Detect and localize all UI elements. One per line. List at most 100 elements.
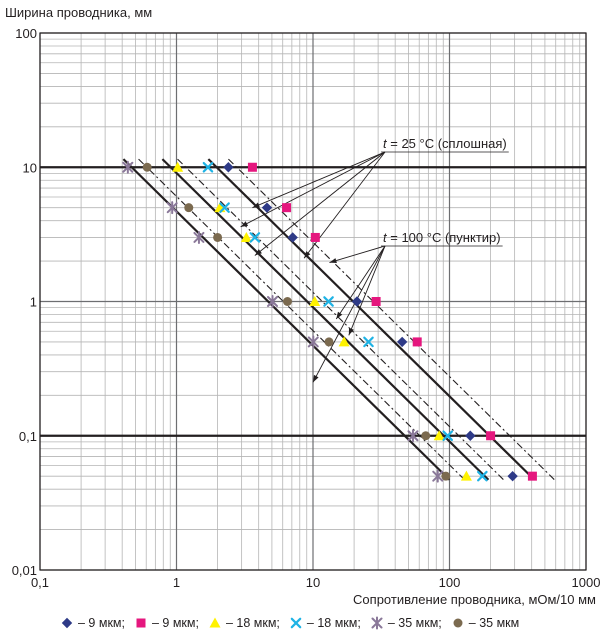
data-point-circle (142, 162, 152, 172)
annotations: t = 25 °C (сплошная)t = 100 °C (пунктир) (240, 136, 509, 383)
data-point-asterisk (166, 201, 178, 215)
data-point-diamond (465, 430, 476, 441)
data-point-triangle (240, 231, 252, 242)
data-point-x (323, 296, 334, 307)
fit-line-dashed (228, 158, 555, 481)
legend-label: – 35 мкм (468, 616, 520, 630)
legend-symbol-diamond-icon (60, 616, 74, 630)
data-point-triangle (338, 336, 350, 347)
annotation-leader (312, 245, 386, 383)
fit-line-solid (122, 158, 451, 481)
data-point-x (249, 232, 261, 243)
x-tick-label: 100 (439, 575, 461, 590)
annotation-arrowhead (329, 258, 337, 264)
annotation-25c: t = 25 °C (сплошная) (383, 136, 507, 151)
data-point-asterisk (266, 295, 278, 308)
data-point-circle (324, 337, 334, 347)
annotation-leader (240, 151, 386, 228)
data-point-square (527, 471, 537, 481)
annotation-leader (329, 245, 386, 263)
data-point-diamond (507, 470, 518, 482)
data-point-x (219, 202, 230, 213)
data-point-x (202, 161, 214, 173)
x-axis-title: Сопротивление проводника, мОм/10 мм (353, 592, 596, 607)
data-point-x (363, 336, 374, 348)
data-point-triangle (460, 470, 472, 481)
legend-marker (290, 617, 302, 629)
legend-symbol-asterisk-icon (370, 616, 384, 630)
legend-item: – 35 мкм; (370, 616, 442, 630)
x-tick-label: 0,1 (31, 575, 49, 590)
legend-label: – 35 мкм; (387, 616, 442, 630)
data-point-asterisk (193, 230, 205, 244)
data-point-asterisk (407, 429, 419, 443)
legend-label: – 18 мкм; (225, 616, 280, 630)
annotation-arrowhead (336, 311, 343, 320)
data-point-square (371, 297, 381, 306)
data-point-triangle (172, 161, 184, 172)
data-point-circle (421, 431, 431, 441)
annotation-leader (254, 151, 386, 256)
data-point-triangle (433, 430, 445, 441)
legend-marker (453, 618, 463, 628)
data-markers (122, 160, 537, 483)
legend-symbol-triangle-icon (208, 616, 222, 630)
legend-symbol-circle-icon (451, 616, 465, 630)
legend-symbol-square-icon (134, 616, 148, 630)
legend: – 9 мкм; – 9 мкм; – 18 мкм; – 18 мкм; – 35 м… (60, 612, 612, 634)
annotation-arrowhead (252, 202, 260, 208)
data-point-circle (184, 203, 194, 213)
legend-label: – 9 мкм; (78, 616, 125, 630)
data-point-circle (213, 232, 223, 242)
fit-line-dashed (177, 158, 504, 481)
data-point-x (442, 430, 453, 442)
data-point-square (412, 337, 422, 347)
y-tick-label: 0,01 (12, 563, 37, 578)
data-point-diamond (223, 162, 234, 173)
data-point-diamond (287, 232, 298, 243)
legend-item: – 35 мкм (451, 616, 519, 630)
legend-marker (371, 616, 383, 630)
annotation-arrowhead (348, 327, 354, 336)
y-tick-label: 0,1 (19, 429, 37, 444)
annotation-arrowhead (240, 221, 249, 227)
plot-border (39, 32, 587, 571)
data-point-square (486, 431, 496, 441)
legend-marker (209, 617, 221, 628)
y-tick-label: 1 (30, 295, 37, 310)
data-point-circle (282, 297, 292, 306)
annotation-25c-text: = 25 °C (сплошная) (387, 136, 507, 151)
x-tick-label: 1 (173, 575, 180, 590)
annotation-arrowhead (254, 249, 262, 256)
data-point-diamond (261, 202, 273, 213)
data-point-asterisk (432, 469, 444, 483)
data-point-diamond (351, 296, 363, 307)
fit-line-dashed (138, 158, 465, 481)
data-point-square (247, 162, 257, 172)
x-tick-label: 1000 (572, 575, 601, 590)
data-point-square (310, 232, 320, 242)
x-tick-label: 10 (306, 575, 320, 590)
y-tick-label: 100 (15, 26, 37, 41)
data-point-circle (441, 471, 451, 481)
legend-symbol-x-icon (289, 616, 303, 630)
legend-item: – 18 мкм; (289, 616, 361, 630)
annotation-100c-text: = 100 °C (пунктир) (387, 230, 501, 245)
legend-label: – 18 мкм; (306, 616, 361, 630)
fit-line-solid (161, 158, 490, 481)
fit-lines (122, 158, 555, 481)
legend-marker (136, 618, 146, 628)
legend-item: – 9 мкм; (134, 616, 199, 630)
data-point-asterisk (122, 160, 134, 174)
data-point-square (282, 203, 292, 213)
annotation-100c: t = 100 °C (пунктир) (383, 230, 501, 245)
y-axis-title: Ширина проводника, мм (5, 5, 152, 20)
fit-line-solid (207, 158, 536, 481)
annotation-25c-var: t (383, 136, 388, 151)
annotation-leader (252, 151, 386, 209)
annotation-leader (335, 245, 386, 320)
data-point-x (477, 470, 488, 482)
data-point-diamond (396, 336, 408, 348)
